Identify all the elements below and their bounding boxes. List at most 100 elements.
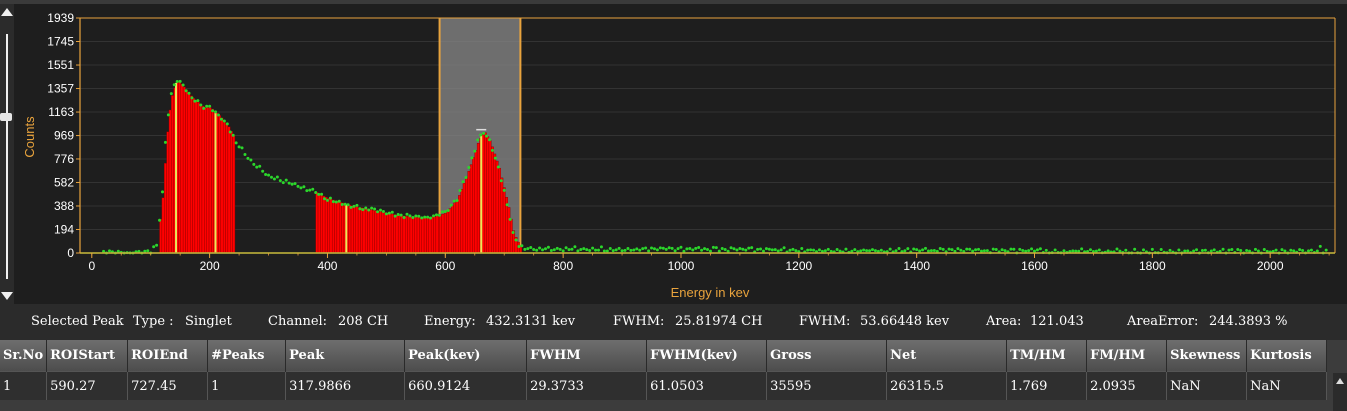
- spectrum-point: [367, 208, 371, 212]
- slider-up-arrow-icon[interactable]: [1, 8, 13, 16]
- spectrum-point: [358, 207, 362, 211]
- spectrum-point: [694, 246, 698, 250]
- spectrum-point: [490, 148, 494, 152]
- spectrum-point: [667, 246, 671, 250]
- spectrum-bar: [512, 230, 516, 254]
- scroll-up-arrow-icon[interactable]: [1336, 378, 1344, 384]
- spectrum-point: [862, 248, 866, 252]
- spectrum-point: [1274, 248, 1278, 252]
- spectrum-point: [314, 191, 318, 195]
- spectrum-point: [579, 247, 583, 251]
- spectrum-bar: [232, 135, 236, 254]
- cell-tm-hm[interactable]: 1.769: [1006, 371, 1088, 400]
- cell-fm-hm[interactable]: 2.0935: [1086, 371, 1168, 400]
- spectrum-point: [485, 134, 489, 138]
- spectrum-point: [1283, 249, 1287, 253]
- cell-peak-kev[interactable]: 660.9124: [404, 371, 528, 400]
- column-header-peak-kev[interactable]: Peak(kev): [404, 340, 528, 372]
- spectrum-point: [414, 214, 418, 218]
- spectrum-bar: [317, 193, 321, 254]
- spectrum-point: [390, 210, 394, 214]
- cell-skewness[interactable]: NaN: [1166, 371, 1248, 400]
- x-tick-label: 1000: [668, 259, 695, 273]
- spectrum-point: [650, 246, 654, 250]
- spectrum-point: [1230, 247, 1234, 251]
- cell-kurtosis[interactable]: NaN: [1246, 371, 1328, 400]
- spectrum-point: [187, 91, 191, 95]
- cell-fwhm[interactable]: 29.3733: [526, 371, 648, 400]
- vertical-zoom-slider[interactable]: [0, 4, 14, 304]
- spectrum-bar: [204, 107, 207, 254]
- column-header-kurtosis[interactable]: Kurtosis: [1246, 340, 1328, 372]
- spectrum-point: [202, 106, 206, 110]
- table-scrollbar[interactable]: [1333, 373, 1347, 411]
- spectrum-point: [1183, 249, 1187, 253]
- spectrum-point: [1038, 247, 1042, 251]
- column-header-fwhm[interactable]: FWHM: [526, 340, 648, 372]
- cell-peaks-count[interactable]: 1: [207, 371, 287, 400]
- spectrum-point: [1159, 248, 1163, 252]
- fwhm-ch-label: FWHM:: [613, 314, 665, 329]
- spectrum-point: [1000, 248, 1004, 252]
- spectrum-bar: [407, 216, 411, 254]
- spectrum-point: [1253, 247, 1257, 251]
- cell-gross[interactable]: 35595: [766, 371, 888, 400]
- spectrum-point: [432, 214, 436, 218]
- cell-roiend[interactable]: 727.45: [127, 371, 209, 400]
- spectrum-bar: [329, 198, 333, 254]
- cell-peak[interactable]: 317.9866: [285, 371, 406, 400]
- spectrum-point: [405, 212, 409, 216]
- spectrum-point: [926, 249, 930, 253]
- spectrum-point: [543, 247, 547, 251]
- column-header-tm-hm[interactable]: TM/HM: [1006, 340, 1088, 372]
- cell-fwhm-kev[interactable]: 61.0503: [646, 371, 768, 400]
- spectrum-point: [1012, 247, 1016, 251]
- spectrum-point: [776, 249, 780, 253]
- spectrum-point: [455, 199, 459, 203]
- column-header-fwhm-kev[interactable]: FWHM(kev): [646, 340, 768, 372]
- spectrum-point: [912, 247, 916, 251]
- cell-srno[interactable]: 1: [0, 371, 48, 400]
- column-header-roiend[interactable]: ROIEnd: [127, 340, 209, 372]
- spectrum-point: [1030, 247, 1034, 251]
- spectrum-bar: [500, 177, 504, 254]
- spectrum-point: [190, 96, 194, 100]
- y-tick-label: 1551: [47, 58, 74, 72]
- column-header-peak[interactable]: Peak: [285, 340, 406, 372]
- column-header-fm-hm[interactable]: FM/HM: [1086, 340, 1168, 372]
- slider-down-arrow-icon[interactable]: [1, 292, 13, 300]
- spectrum-bar: [334, 200, 338, 254]
- column-header-net[interactable]: Net: [886, 340, 1008, 372]
- spectrum-point: [420, 216, 424, 220]
- cell-roistart[interactable]: 590.27: [46, 371, 129, 400]
- spectrum-chart[interactable]: 1939 1745 1551 1357 1163 969 776 582 388 194 00 200…: [14, 4, 1347, 304]
- table-row[interactable]: 1 590.27 727.45 1 317.9866 660.9124 29.3…: [0, 371, 1328, 400]
- column-header-roistart[interactable]: ROIStart: [46, 340, 129, 372]
- spectrum-point: [423, 215, 427, 219]
- spectrum-bar: [360, 207, 364, 254]
- spectrum-point: [264, 173, 268, 177]
- spectrum-point: [284, 178, 288, 182]
- spectrum-point: [234, 141, 238, 145]
- y-tick-label: 0: [67, 246, 74, 260]
- spectrum-point: [323, 197, 327, 201]
- spectrum-bar: [402, 215, 406, 254]
- y-tick-label: 388: [54, 199, 74, 213]
- spectrum-bar: [341, 202, 345, 254]
- spectrum-point: [352, 204, 356, 208]
- spectrum-point: [181, 83, 185, 87]
- column-header-skewness[interactable]: Skewness: [1166, 340, 1248, 372]
- column-header-peaks-count[interactable]: #Peaks: [207, 340, 287, 372]
- column-header-gross[interactable]: Gross: [766, 340, 888, 372]
- column-header-srno[interactable]: Sr.No: [0, 340, 48, 372]
- spectrum-bar: [230, 130, 233, 254]
- spectrum-point: [549, 249, 553, 253]
- spectrum-point: [950, 248, 954, 252]
- spectrum-point: [918, 249, 922, 253]
- slider-thumb[interactable]: [0, 113, 12, 121]
- cell-net[interactable]: 26315.5: [886, 371, 1008, 400]
- spectrum-point: [546, 245, 550, 249]
- spectrum-point: [520, 244, 524, 248]
- fwhm-ch-value: 25.81974 CH: [675, 314, 763, 329]
- spectrum-bar: [201, 105, 205, 254]
